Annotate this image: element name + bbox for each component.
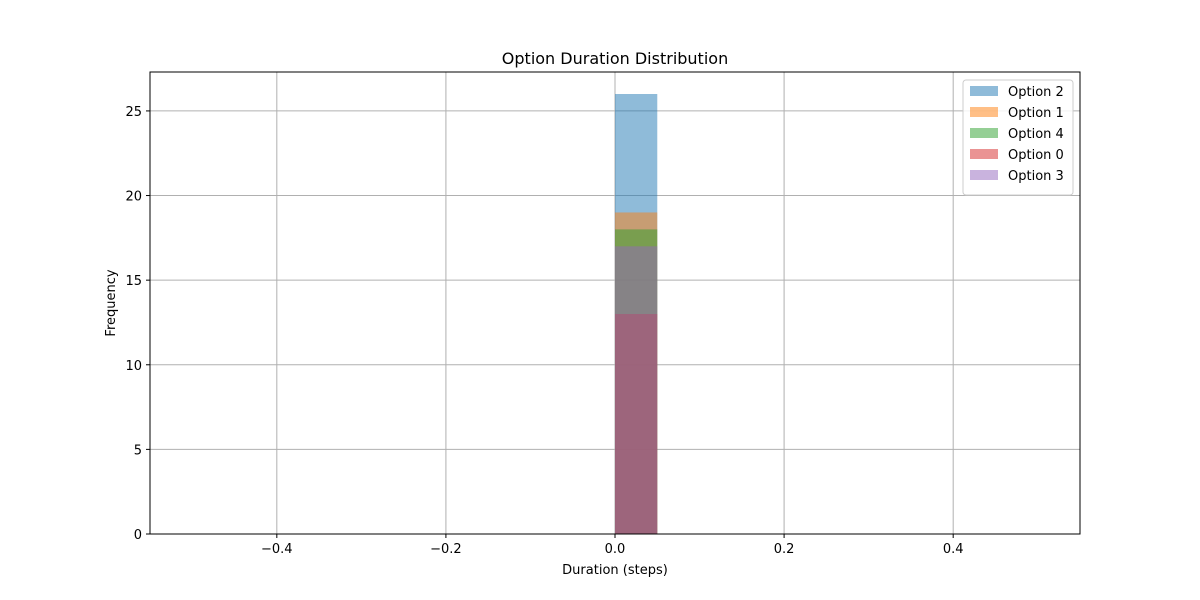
axis-ticks: −0.4 −0.2 0.0 0.2 0.4 0 5 10 15 20 25 <box>125 105 963 557</box>
legend-swatch <box>970 128 998 138</box>
legend-label: Option 3 <box>1008 169 1064 184</box>
y-tick-label: 5 <box>134 443 142 458</box>
y-tick-label: 15 <box>125 274 142 289</box>
chart-title: Option Duration Distribution <box>502 49 728 68</box>
legend-swatch <box>970 86 998 96</box>
legend-swatch <box>970 107 998 117</box>
legend: Option 2 Option 1 Option 4 Option 0 Option 3 <box>962 79 1074 196</box>
y-tick-label: 25 <box>125 105 142 120</box>
legend-label: Option 0 <box>1008 148 1064 163</box>
x-axis-label: Duration (steps) <box>562 563 668 578</box>
legend-label: Option 2 <box>1008 85 1064 100</box>
y-tick-label: 20 <box>125 190 142 205</box>
y-tick-label: 0 <box>134 528 142 543</box>
x-tick-label: −0.2 <box>430 542 462 557</box>
y-axis-label: Frequency <box>104 269 119 336</box>
bars <box>615 94 658 535</box>
bar-option-3 <box>615 246 658 535</box>
y-tick-label: 10 <box>125 359 142 374</box>
x-tick-label: 0.4 <box>943 542 964 557</box>
x-tick-label: 0.2 <box>774 542 795 557</box>
legend-swatch <box>970 149 998 159</box>
legend-label: Option 1 <box>1008 106 1064 121</box>
legend-swatch <box>970 170 998 180</box>
x-tick-label: −0.4 <box>261 542 293 557</box>
x-tick-label: 0.0 <box>605 542 626 557</box>
legend-label: Option 4 <box>1008 127 1064 142</box>
